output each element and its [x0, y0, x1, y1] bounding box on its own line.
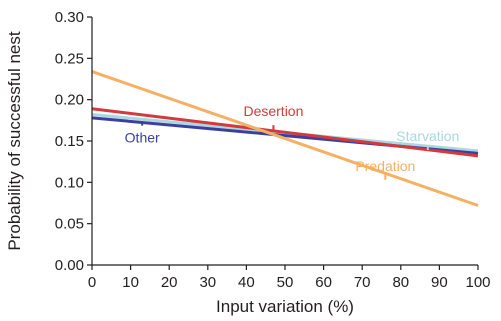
- y-tick-label: 0.30: [55, 9, 84, 26]
- y-tick-label: 0.00: [55, 257, 84, 274]
- y-tick-label: 0.20: [55, 92, 84, 109]
- x-tick-label: 20: [161, 274, 178, 291]
- other-label: Other: [125, 130, 160, 146]
- y-tick-label: 0.05: [55, 216, 84, 233]
- x-tick-label: 70: [354, 274, 371, 291]
- starvation-label: Starvation: [396, 128, 459, 144]
- x-tick-label: 100: [465, 274, 490, 291]
- x-tick-label: 50: [277, 274, 294, 291]
- x-tick-label: 40: [238, 274, 255, 291]
- y-tick-label: 0.25: [55, 50, 84, 67]
- ticks: 0 10 20 30 40 50 60 70 80 90 100 0.00 0.05 0.10 0.15 0.…: [55, 9, 491, 291]
- x-tick-label: 30: [199, 274, 216, 291]
- desertion-label: Desertion: [243, 103, 303, 119]
- x-axis-title: Input variation (%): [216, 297, 354, 316]
- series-annotations: Starvation Other Desertion Predation: [125, 103, 459, 180]
- x-tick-label: 90: [431, 274, 448, 291]
- y-tick-label: 0.15: [55, 133, 84, 150]
- predation-line: [91, 70, 479, 207]
- x-tick-label: 80: [392, 274, 409, 291]
- y-tick-label: 0.10: [55, 174, 84, 191]
- y-axis-title: Probability of successful nest: [5, 31, 24, 250]
- x-tick-label: 10: [122, 274, 139, 291]
- x-tick-label: 0: [88, 274, 96, 291]
- desertion-line: [91, 107, 479, 158]
- x-tick-label: 60: [315, 274, 332, 291]
- series-lines: [91, 70, 479, 207]
- predation-label: Predation: [355, 158, 415, 174]
